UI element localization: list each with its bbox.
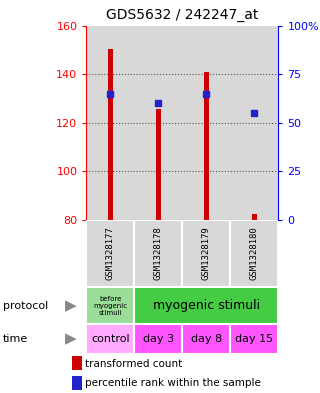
Bar <box>204 72 209 220</box>
Bar <box>252 214 257 220</box>
Text: time: time <box>3 334 28 344</box>
FancyBboxPatch shape <box>182 220 230 287</box>
FancyBboxPatch shape <box>86 287 134 324</box>
FancyBboxPatch shape <box>134 287 278 324</box>
Bar <box>73 376 82 390</box>
Text: ▶: ▶ <box>65 331 76 347</box>
Text: control: control <box>91 334 130 344</box>
Bar <box>108 49 113 220</box>
Text: GSM1328177: GSM1328177 <box>106 227 115 280</box>
Text: transformed count: transformed count <box>85 358 182 369</box>
Text: before
myogenic
stimuli: before myogenic stimuli <box>93 296 127 316</box>
FancyBboxPatch shape <box>86 220 134 287</box>
FancyBboxPatch shape <box>230 324 278 354</box>
Text: day 3: day 3 <box>143 334 174 344</box>
Bar <box>156 109 161 220</box>
Text: GSM1328179: GSM1328179 <box>202 227 211 280</box>
FancyBboxPatch shape <box>230 220 278 287</box>
Title: GDS5632 / 242247_at: GDS5632 / 242247_at <box>106 8 259 22</box>
Text: myogenic stimuli: myogenic stimuli <box>153 299 260 312</box>
Bar <box>73 356 82 370</box>
Text: day 15: day 15 <box>235 334 274 344</box>
FancyBboxPatch shape <box>134 220 182 287</box>
Text: percentile rank within the sample: percentile rank within the sample <box>85 378 261 388</box>
FancyBboxPatch shape <box>134 324 182 354</box>
Text: protocol: protocol <box>3 301 48 310</box>
Text: GSM1328180: GSM1328180 <box>250 227 259 280</box>
Text: GSM1328178: GSM1328178 <box>154 227 163 280</box>
FancyBboxPatch shape <box>86 324 134 354</box>
Text: ▶: ▶ <box>65 298 76 313</box>
Text: day 8: day 8 <box>191 334 222 344</box>
FancyBboxPatch shape <box>182 324 230 354</box>
